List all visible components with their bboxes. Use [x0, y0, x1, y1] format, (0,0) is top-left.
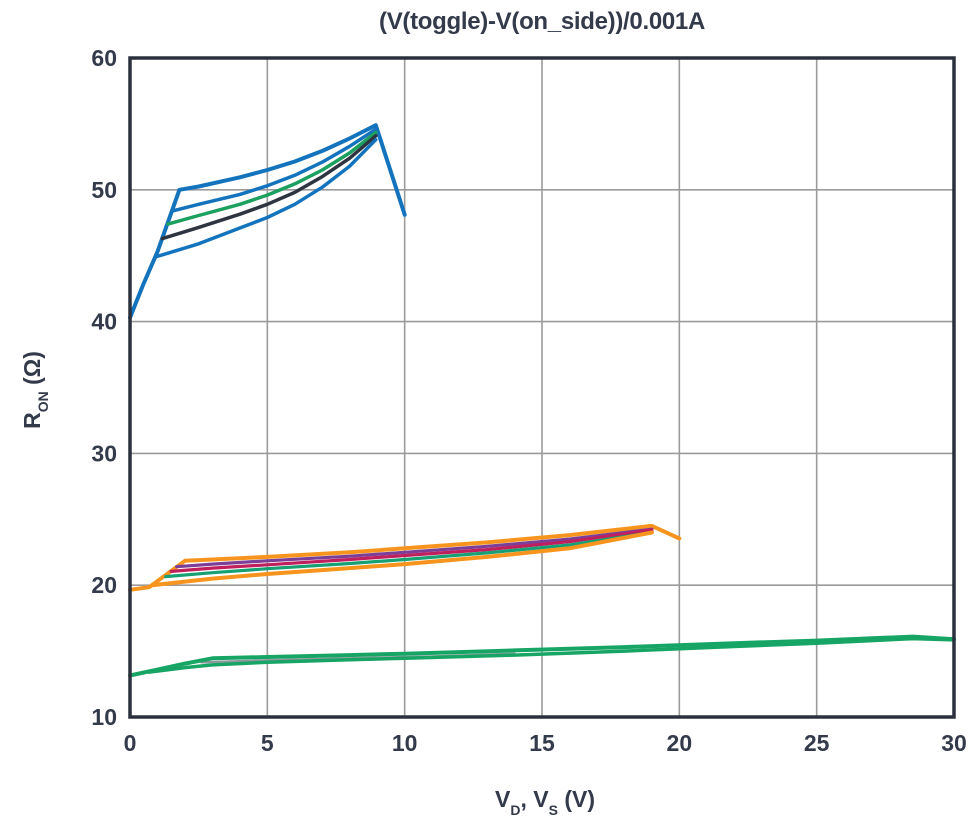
series-group1-blue-second [170, 127, 378, 213]
series-group3-green-upper-envelope [128, 634, 956, 678]
series-group2-orange-lower-envelope [150, 530, 654, 588]
series-group3-green-lower-envelope [147, 636, 956, 674]
series-group2-teal [164, 530, 654, 579]
series-group2-crimson [169, 528, 654, 574]
x-tick-label: 30 [941, 730, 967, 756]
plot-border [128, 56, 956, 719]
y-tick-label: 30 [91, 440, 117, 466]
x-tick-label: 15 [529, 730, 555, 756]
axis-label-subscript: S [548, 801, 558, 818]
y-tick-label: 20 [91, 572, 117, 598]
series-group2-orange-upper-envelope [128, 523, 682, 592]
series-group1-black [160, 134, 378, 241]
series-group1-blue-lower-envelope [153, 137, 378, 259]
axis-label-subscript: D [510, 801, 521, 818]
x-tick-label: 5 [261, 730, 274, 756]
y-tick-label: 40 [91, 309, 117, 335]
series-group2-purple [175, 527, 654, 569]
x-tick-label: 10 [392, 730, 418, 756]
y-tick-label: 50 [91, 177, 117, 203]
x-tick-label: 20 [667, 730, 693, 756]
x-tick-label: 0 [124, 730, 137, 756]
chart-title: (V(toggle)-V(on_side))/0.001A [379, 8, 705, 35]
y-tick-label: 10 [91, 704, 117, 730]
series-group1-green [166, 130, 378, 226]
x-axis-label: VD, VS (V) [495, 786, 595, 818]
y-tick-label: 60 [91, 45, 117, 71]
x-tick-label: 25 [804, 730, 830, 756]
